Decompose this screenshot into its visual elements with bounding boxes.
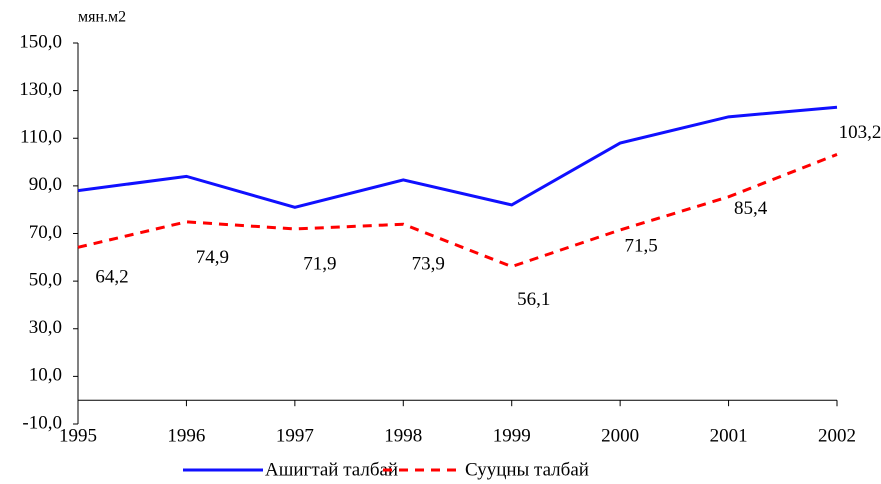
legend-label: Сууцны талбай bbox=[465, 459, 589, 480]
y-axis-label: мян.м2 bbox=[78, 9, 126, 26]
series-line bbox=[77, 153, 838, 269]
legend-label: Ашигтай талбай bbox=[265, 459, 398, 480]
x-tick-label: 2002 bbox=[818, 425, 856, 446]
y-tick-label: 130,0 bbox=[19, 79, 62, 100]
y-tick-label: 150,0 bbox=[19, 31, 62, 52]
y-tick-label: 70,0 bbox=[29, 222, 62, 243]
y-tick-label: 30,0 bbox=[29, 317, 62, 338]
series-line bbox=[77, 105, 838, 209]
x-tick-label: 2000 bbox=[601, 425, 639, 446]
y-tick-label: 90,0 bbox=[29, 174, 62, 195]
data-label: 56,1 bbox=[517, 289, 550, 310]
data-label: 74,9 bbox=[196, 247, 229, 268]
x-tick-label: 1998 bbox=[384, 425, 422, 446]
x-tick-label: 2001 bbox=[710, 425, 748, 446]
x-tick-label: 1995 bbox=[59, 425, 97, 446]
y-tick-label: 110,0 bbox=[20, 127, 62, 148]
y-tick-label: 50,0 bbox=[29, 269, 62, 290]
data-label: 71,5 bbox=[625, 235, 658, 256]
x-tick-label: 1996 bbox=[167, 425, 205, 446]
data-label: 64,2 bbox=[95, 267, 128, 288]
y-tick-label: -10,0 bbox=[22, 412, 62, 433]
x-tick-label: 1997 bbox=[276, 425, 314, 446]
data-label: 71,9 bbox=[303, 253, 336, 274]
x-tick-label: 1999 bbox=[493, 425, 531, 446]
data-label: 103,2 bbox=[839, 122, 881, 143]
data-label: 73,9 bbox=[412, 254, 445, 275]
y-tick-label: 10,0 bbox=[29, 365, 62, 386]
data-label: 85,4 bbox=[734, 198, 768, 219]
